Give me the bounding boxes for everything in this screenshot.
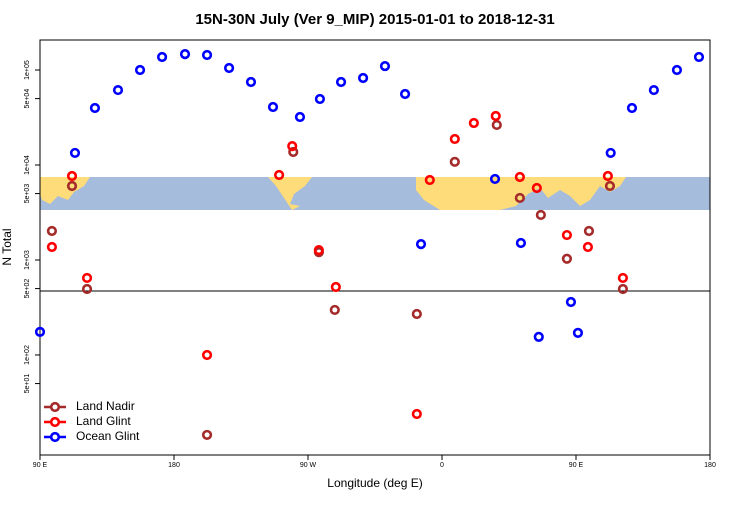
point	[399, 88, 411, 100]
point	[134, 64, 146, 76]
point	[411, 308, 422, 320]
x-axis-label: Longitude (deg E)	[327, 476, 422, 490]
y-tick-label: 1e+05	[24, 60, 31, 80]
legend-label: Land Glint	[76, 414, 131, 428]
point	[605, 147, 616, 159]
point	[424, 174, 435, 186]
point	[514, 192, 525, 204]
point	[329, 304, 340, 316]
plot-frame	[39, 39, 711, 456]
point	[335, 76, 347, 88]
point	[201, 349, 213, 361]
x-tick-label: 180	[168, 462, 180, 469]
point	[379, 60, 391, 72]
point	[267, 101, 279, 113]
point	[179, 49, 191, 60]
point	[449, 133, 460, 145]
point	[693, 51, 705, 63]
point	[81, 283, 93, 295]
point	[245, 76, 257, 88]
y-tick-label: 5e+03	[24, 184, 31, 204]
point	[314, 93, 326, 105]
x-tick-label: 90 E	[33, 462, 48, 469]
x-tick-label: 180	[704, 462, 716, 469]
point	[515, 237, 527, 249]
point	[46, 225, 58, 237]
y-tick-label: 1e+02	[24, 345, 31, 365]
land	[268, 177, 312, 210]
point	[648, 84, 659, 96]
point	[617, 283, 629, 295]
point	[531, 182, 542, 194]
point	[46, 241, 58, 253]
point	[514, 171, 525, 183]
point	[671, 64, 683, 76]
y-tick-label: 5e+04	[24, 89, 31, 109]
point	[561, 229, 573, 241]
point	[582, 241, 594, 253]
point	[411, 408, 422, 420]
x-tick-label: 90 W	[300, 462, 317, 469]
point	[533, 331, 544, 342]
point	[330, 281, 341, 293]
point	[66, 170, 78, 182]
land	[40, 177, 90, 204]
y-axis-label: N Total	[0, 228, 14, 265]
point	[69, 147, 81, 159]
point	[274, 169, 285, 181]
point	[287, 141, 298, 152]
point	[583, 225, 595, 237]
x-tick-label: 0	[440, 462, 444, 469]
point	[34, 326, 46, 337]
y-tick-label: 1e+04	[24, 155, 31, 175]
point	[313, 245, 324, 256]
point	[357, 72, 369, 84]
point	[489, 173, 501, 185]
point	[288, 146, 299, 158]
point	[156, 51, 168, 63]
point	[89, 102, 101, 114]
y-tick-label: 5e+02	[24, 279, 31, 299]
x-tick-label: 90 E	[569, 462, 584, 469]
point	[572, 327, 584, 338]
y-tick-label: 1e+03	[24, 250, 31, 270]
point	[449, 156, 460, 167]
point	[535, 209, 546, 221]
point	[490, 110, 501, 122]
point	[491, 119, 502, 131]
point	[415, 238, 427, 250]
point	[223, 62, 235, 74]
legend-swatch	[49, 416, 61, 428]
legend-label: Ocean Glint	[76, 429, 140, 443]
point	[112, 84, 124, 96]
point	[626, 102, 638, 114]
point	[602, 170, 613, 182]
y-tick-label: 5e+01	[24, 374, 31, 394]
point	[66, 180, 78, 192]
point	[81, 272, 93, 284]
point	[565, 296, 577, 308]
point	[468, 117, 479, 129]
chart-title: 15N-30N July (Ver 9_MIP) 2015-01-01 to 2…	[195, 11, 554, 28]
point	[617, 272, 629, 284]
point	[201, 429, 213, 441]
point	[604, 180, 616, 192]
point	[294, 111, 306, 123]
legend-swatch	[49, 431, 61, 443]
point	[561, 253, 573, 264]
point	[201, 49, 213, 61]
legend-swatch	[49, 401, 61, 413]
legend-label: Land Nadir	[76, 399, 135, 413]
